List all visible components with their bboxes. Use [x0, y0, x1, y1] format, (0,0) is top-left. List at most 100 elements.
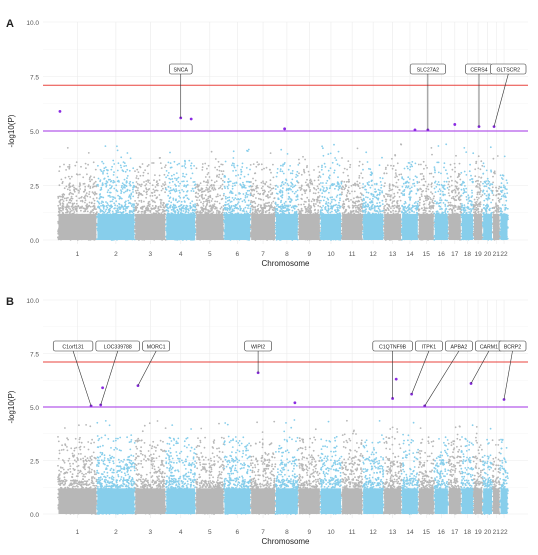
snp-point: [69, 166, 71, 168]
snp-point: [338, 189, 340, 191]
snp-point: [103, 208, 105, 210]
snp-point: [347, 198, 349, 200]
snp-point: [222, 180, 224, 182]
snp-point: [365, 151, 367, 153]
snp-point: [124, 179, 126, 181]
snp-band: [251, 214, 275, 240]
snp-point: [152, 184, 154, 186]
snp-point: [316, 199, 318, 201]
snp-point: [151, 199, 153, 201]
snp-point: [243, 210, 245, 212]
snp-point: [341, 188, 343, 190]
snp-point: [166, 170, 168, 172]
snp-point: [237, 165, 239, 167]
snp-band: [276, 214, 298, 240]
snp-point: [275, 211, 277, 213]
snp-point: [246, 167, 248, 169]
snp-point: [353, 197, 355, 199]
snp-point: [127, 175, 129, 177]
snp-point: [331, 201, 333, 203]
snp-point: [328, 202, 330, 204]
snp-point: [207, 200, 209, 202]
snp-point: [318, 166, 320, 168]
snp-point: [255, 188, 257, 190]
snp-point: [321, 169, 323, 171]
snp-point: [326, 187, 328, 189]
snp-point: [240, 174, 242, 176]
snp-point: [94, 207, 96, 209]
snp-point: [146, 209, 148, 211]
snp-point: [115, 184, 117, 186]
snp-point: [374, 191, 376, 193]
snp-point: [111, 206, 113, 208]
snp-point: [209, 176, 211, 178]
snp-point: [227, 200, 229, 202]
snp-point: [106, 184, 108, 186]
snp-point: [305, 182, 307, 184]
snp-point: [373, 194, 375, 196]
snp-point: [350, 199, 352, 201]
snp-point: [153, 200, 155, 202]
snp-point: [216, 169, 218, 171]
snp-point: [105, 210, 107, 212]
snp-point: [125, 165, 127, 167]
snp-point: [202, 191, 204, 193]
snp-point: [295, 191, 297, 193]
snp-point: [196, 186, 198, 188]
snp-point: [129, 190, 131, 192]
snp-point: [240, 198, 242, 200]
snp-point: [155, 206, 157, 208]
snp-point: [130, 157, 132, 159]
snp-point: [201, 197, 203, 199]
snp-point: [233, 199, 235, 201]
snp-point: [149, 195, 151, 197]
snp-point: [371, 173, 373, 175]
snp-point: [251, 206, 253, 208]
snp-point: [130, 210, 132, 212]
snp-point: [222, 184, 224, 186]
snp-point: [137, 178, 139, 180]
snp-point: [66, 200, 68, 202]
snp-point: [139, 193, 141, 195]
snp-point: [59, 184, 61, 186]
snp-point: [130, 198, 132, 200]
snp-point: [270, 152, 272, 154]
snp-point: [227, 210, 229, 212]
snp-point: [360, 172, 362, 174]
snp-point: [99, 197, 101, 199]
snp-point: [308, 212, 310, 214]
snp-point: [220, 185, 222, 187]
snp-point: [321, 166, 323, 168]
snp-point: [196, 211, 198, 213]
snp-point: [206, 187, 208, 189]
snp-point: [220, 208, 222, 210]
snp-point: [230, 181, 232, 183]
snp-point: [201, 188, 203, 190]
snp-point: [76, 188, 78, 190]
snp-point: [310, 179, 312, 181]
snp-point: [288, 169, 290, 171]
snp-point: [197, 197, 199, 199]
snp-point: [105, 209, 107, 211]
snp-point: [248, 200, 250, 202]
snp-point: [239, 209, 241, 211]
snp-point: [308, 203, 310, 205]
snp-point: [259, 193, 261, 195]
snp-point: [215, 206, 217, 208]
snp-point: [72, 198, 74, 200]
snp-point: [331, 199, 333, 201]
snp-point: [254, 173, 256, 175]
snp-point: [325, 201, 327, 203]
snp-point: [320, 211, 322, 213]
snp-point: [197, 193, 199, 195]
snp-point: [167, 175, 169, 177]
snp-point: [349, 164, 351, 166]
snp-point: [325, 182, 327, 184]
snp-point: [186, 185, 188, 187]
snp-point: [190, 202, 192, 204]
snp-point: [358, 212, 360, 214]
snp-point: [87, 207, 89, 209]
snp-point: [200, 182, 202, 184]
snp-point: [207, 198, 209, 200]
snp-band: [224, 214, 250, 240]
